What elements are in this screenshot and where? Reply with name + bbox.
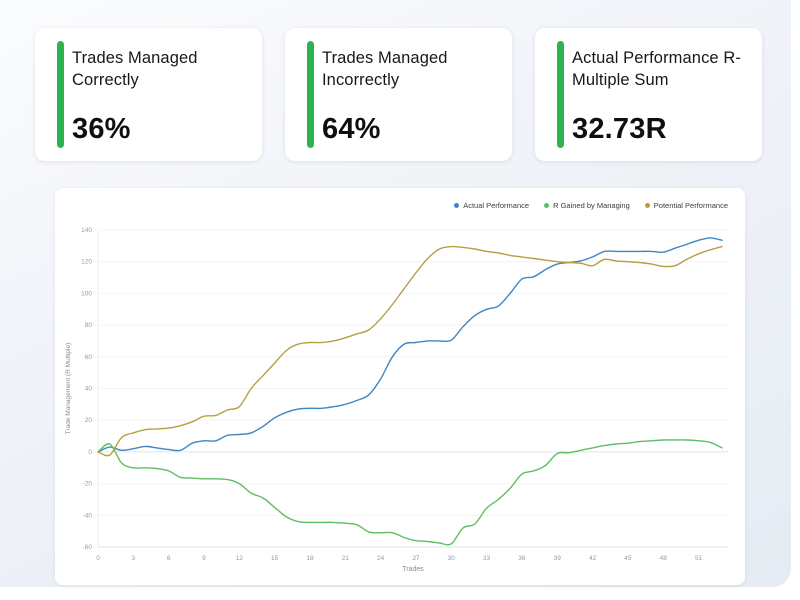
stat-title: Actual Performance R-Multiple Sum bbox=[572, 49, 741, 89]
x-tick-label: 3 bbox=[132, 555, 136, 562]
app-background: Trades Managed Correctly 36% Trades Mana… bbox=[0, 0, 791, 587]
y-tick-label: -20 bbox=[83, 481, 93, 488]
stat-value: 36% bbox=[72, 113, 131, 145]
legend-item-r-gained-by-managing[interactable]: R Gained by Managing bbox=[544, 201, 630, 210]
x-tick-label: 48 bbox=[660, 555, 668, 562]
x-tick-label: 18 bbox=[306, 555, 314, 562]
x-axis-label: Trades bbox=[402, 566, 424, 573]
x-tick-label: 45 bbox=[624, 555, 632, 562]
series-line-potential-performance bbox=[97, 245, 723, 457]
legend-label: R Gained by Managing bbox=[553, 201, 630, 210]
y-tick-label: 80 bbox=[85, 322, 93, 329]
y-tick-label: 100 bbox=[81, 290, 92, 297]
legend-dot bbox=[644, 203, 650, 208]
stat-title: Trades Managed Incorrectly bbox=[322, 49, 448, 89]
x-tick-label: 51 bbox=[695, 555, 703, 562]
x-tick-label: 24 bbox=[377, 555, 385, 562]
legend-label: Potential Performance bbox=[653, 201, 728, 210]
y-tick-label: -40 bbox=[83, 512, 93, 519]
x-tick-label: 42 bbox=[589, 555, 597, 562]
legend-item-actual-performance[interactable]: Actual Performance bbox=[454, 201, 529, 210]
stat-value: 32.73R bbox=[572, 113, 667, 145]
performance-chart-card: Actual Performance R Gained by Managing Po… bbox=[55, 188, 745, 585]
green-accent-bar bbox=[307, 41, 314, 148]
x-tick-label: 9 bbox=[202, 555, 206, 562]
x-tick-label: 27 bbox=[412, 555, 420, 562]
series-line-r-gained-by-managing bbox=[97, 439, 723, 546]
legend-item-potential-performance[interactable]: Potential Performance bbox=[644, 201, 728, 210]
chart-legend: Actual Performance R Gained by Managing Po… bbox=[454, 201, 728, 210]
y-axis-label: Trade Management (R Multiple) bbox=[65, 343, 72, 435]
x-tick-label: 12 bbox=[236, 555, 244, 562]
y-tick-label: 0 bbox=[88, 449, 92, 456]
stat-value: 64% bbox=[322, 113, 381, 145]
stat-card-correct: Trades Managed Correctly 36% bbox=[35, 28, 262, 161]
x-tick-label: 6 bbox=[167, 555, 171, 562]
y-tick-label: 40 bbox=[85, 386, 93, 393]
legend-label: Actual Performance bbox=[463, 201, 530, 210]
x-tick-label: 21 bbox=[342, 555, 350, 562]
stat-title: Trades Managed Correctly bbox=[72, 49, 198, 89]
y-tick-label: 60 bbox=[85, 354, 93, 361]
stat-card-incorrect: Trades Managed Incorrectly 64% bbox=[285, 28, 512, 161]
y-tick-label: 120 bbox=[81, 259, 92, 266]
x-tick-label: 39 bbox=[554, 555, 562, 562]
series-line-actual-performance bbox=[97, 237, 723, 453]
y-tick-label: 20 bbox=[85, 417, 93, 424]
x-tick-label: 36 bbox=[518, 555, 526, 562]
green-accent-bar bbox=[557, 41, 564, 148]
x-tick-label: 15 bbox=[271, 555, 279, 562]
x-tick-label: 0 bbox=[96, 555, 100, 562]
green-accent-bar bbox=[57, 41, 64, 148]
y-tick-label: -60 bbox=[83, 544, 93, 551]
stat-card-r-multiple-sum: Actual Performance R-Multiple Sum 32.73R bbox=[535, 28, 762, 161]
x-tick-label: 30 bbox=[448, 555, 456, 562]
x-tick-label: 33 bbox=[483, 555, 491, 562]
legend-dot bbox=[454, 203, 460, 208]
y-tick-label: 140 bbox=[81, 227, 92, 234]
legend-dot bbox=[544, 203, 550, 208]
